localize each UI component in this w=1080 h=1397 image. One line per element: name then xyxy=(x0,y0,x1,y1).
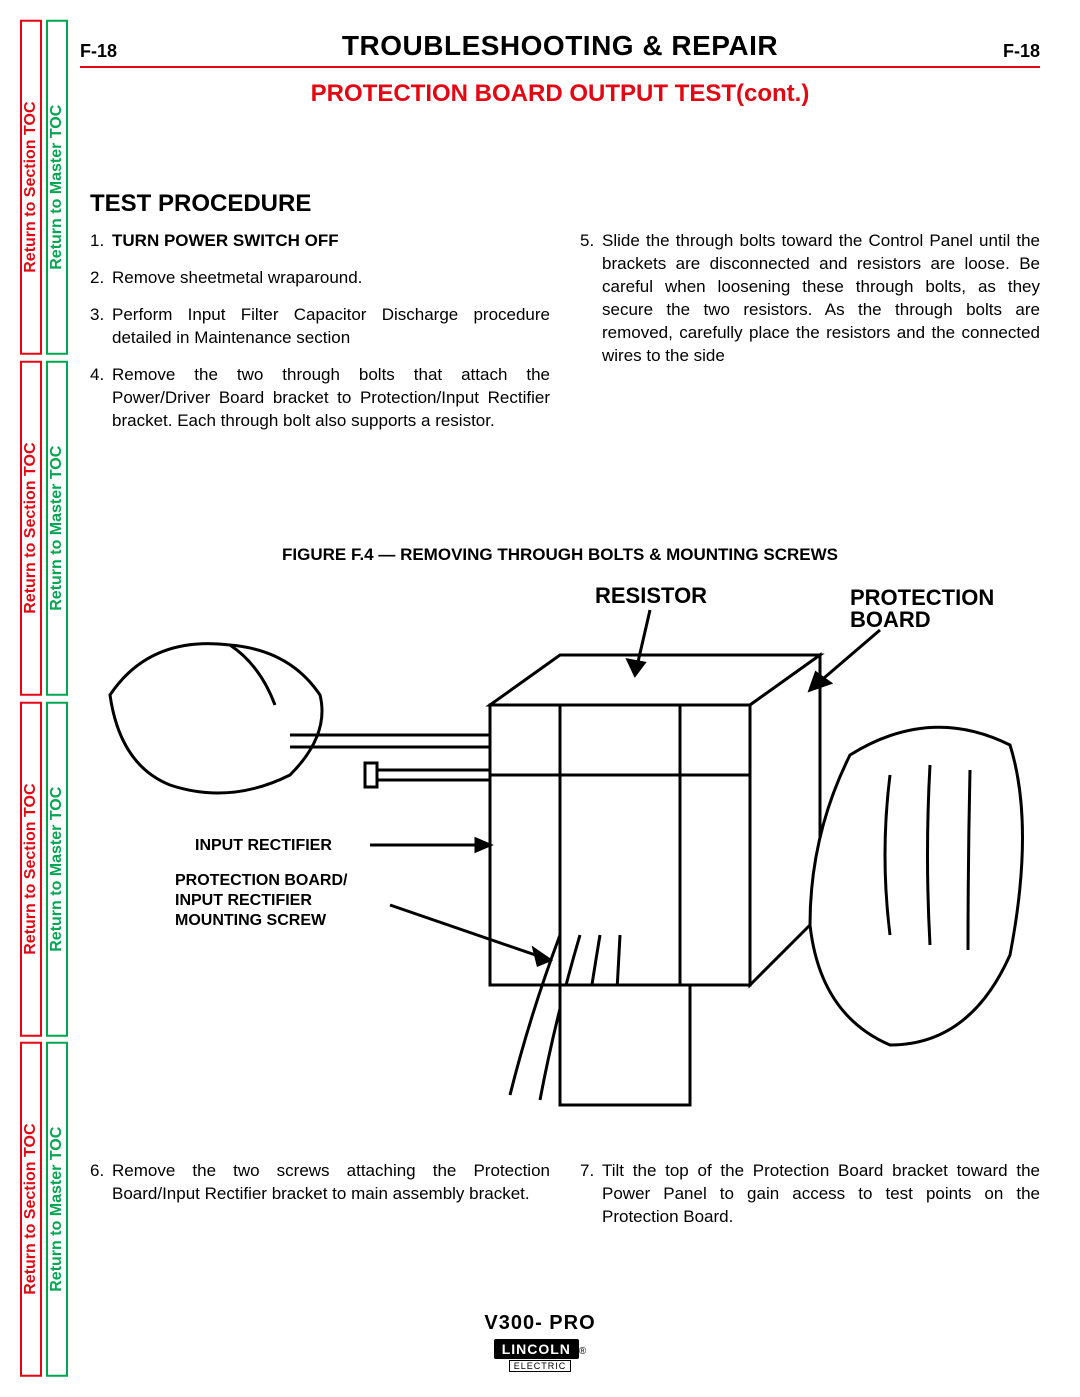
brand-sub: ELECTRIC xyxy=(509,1360,571,1372)
step-num: 6. xyxy=(90,1160,112,1206)
step-text: Remove the two through bolts that attach… xyxy=(112,364,550,433)
brand-logo: LINCOLN® ELECTRIC xyxy=(0,1339,1080,1372)
step-text: Tilt the top of the Protection Board bra… xyxy=(602,1160,1040,1229)
return-section-toc-link[interactable]: Return to Section TOC xyxy=(20,361,42,696)
page-title: TROUBLESHOOTING & REPAIR xyxy=(342,30,778,62)
page-number-right: F-18 xyxy=(1003,41,1040,62)
step-text: Remove the two screws attaching the Prot… xyxy=(112,1160,550,1206)
return-master-toc-link[interactable]: Return to Master TOC xyxy=(46,702,68,1037)
label-mounting-screw: PROTECTION BOARD/ xyxy=(175,872,348,889)
column-right: 5.Slide the through bolts toward the Con… xyxy=(580,230,1040,447)
return-master-toc-link[interactable]: Return to Master TOC xyxy=(46,20,68,355)
label-mounting-screw: INPUT RECTIFIER xyxy=(175,892,312,909)
step-text: Perform Input Filter Capacitor Discharge… xyxy=(112,304,550,350)
page-footer: V300- PRO LINCOLN® ELECTRIC xyxy=(0,1312,1080,1372)
step-num: 7. xyxy=(580,1160,602,1229)
column-left: 6.Remove the two screws attaching the Pr… xyxy=(90,1160,550,1243)
brand-name: LINCOLN xyxy=(494,1339,579,1359)
step-num: 2. xyxy=(90,267,112,290)
model-name: V300- PRO xyxy=(0,1312,1080,1335)
step-text: Remove sheetmetal wraparound. xyxy=(112,267,362,290)
procedure-columns-top: 1.TURN POWER SWITCH OFF 2.Remove sheetme… xyxy=(90,230,1040,447)
column-right: 7.Tilt the top of the Protection Board b… xyxy=(580,1160,1040,1243)
label-protection-board: BOARD xyxy=(850,607,931,632)
procedure-columns-bottom: 6.Remove the two screws attaching the Pr… xyxy=(90,1160,1040,1243)
step-text: Slide the through bolts toward the Contr… xyxy=(602,230,1040,368)
label-mounting-screw: MOUNTING SCREW xyxy=(175,912,327,929)
step-num: 4. xyxy=(90,364,112,433)
page-number-left: F-18 xyxy=(80,41,117,62)
label-input-rectifier: INPUT RECTIFIER xyxy=(195,837,332,854)
step-num: 3. xyxy=(90,304,112,350)
step-num: 1. xyxy=(90,230,112,253)
figure-diagram: RESISTOR PROTECTION BOARD INPUT RECTIFIE… xyxy=(90,575,1040,1135)
page-subtitle: PROTECTION BOARD OUTPUT TEST(cont.) xyxy=(80,80,1040,108)
column-left: 1.TURN POWER SWITCH OFF 2.Remove sheetme… xyxy=(90,230,550,447)
side-nav-tabs: Return to Section TOC Return to Section … xyxy=(20,20,68,1377)
label-resistor: RESISTOR xyxy=(595,583,707,608)
step-num: 5. xyxy=(580,230,602,368)
step-text: TURN POWER SWITCH OFF xyxy=(112,230,339,253)
return-section-toc-link[interactable]: Return to Section TOC xyxy=(20,702,42,1037)
return-section-toc-link[interactable]: Return to Section TOC xyxy=(20,20,42,355)
page-header: F-18 TROUBLESHOOTING & REPAIR F-18 xyxy=(80,30,1040,68)
return-master-toc-link[interactable]: Return to Master TOC xyxy=(46,361,68,696)
section-heading: TEST PROCEDURE xyxy=(90,190,311,218)
figure-caption: FIGURE F.4 — REMOVING THROUGH BOLTS & MO… xyxy=(80,545,1040,565)
